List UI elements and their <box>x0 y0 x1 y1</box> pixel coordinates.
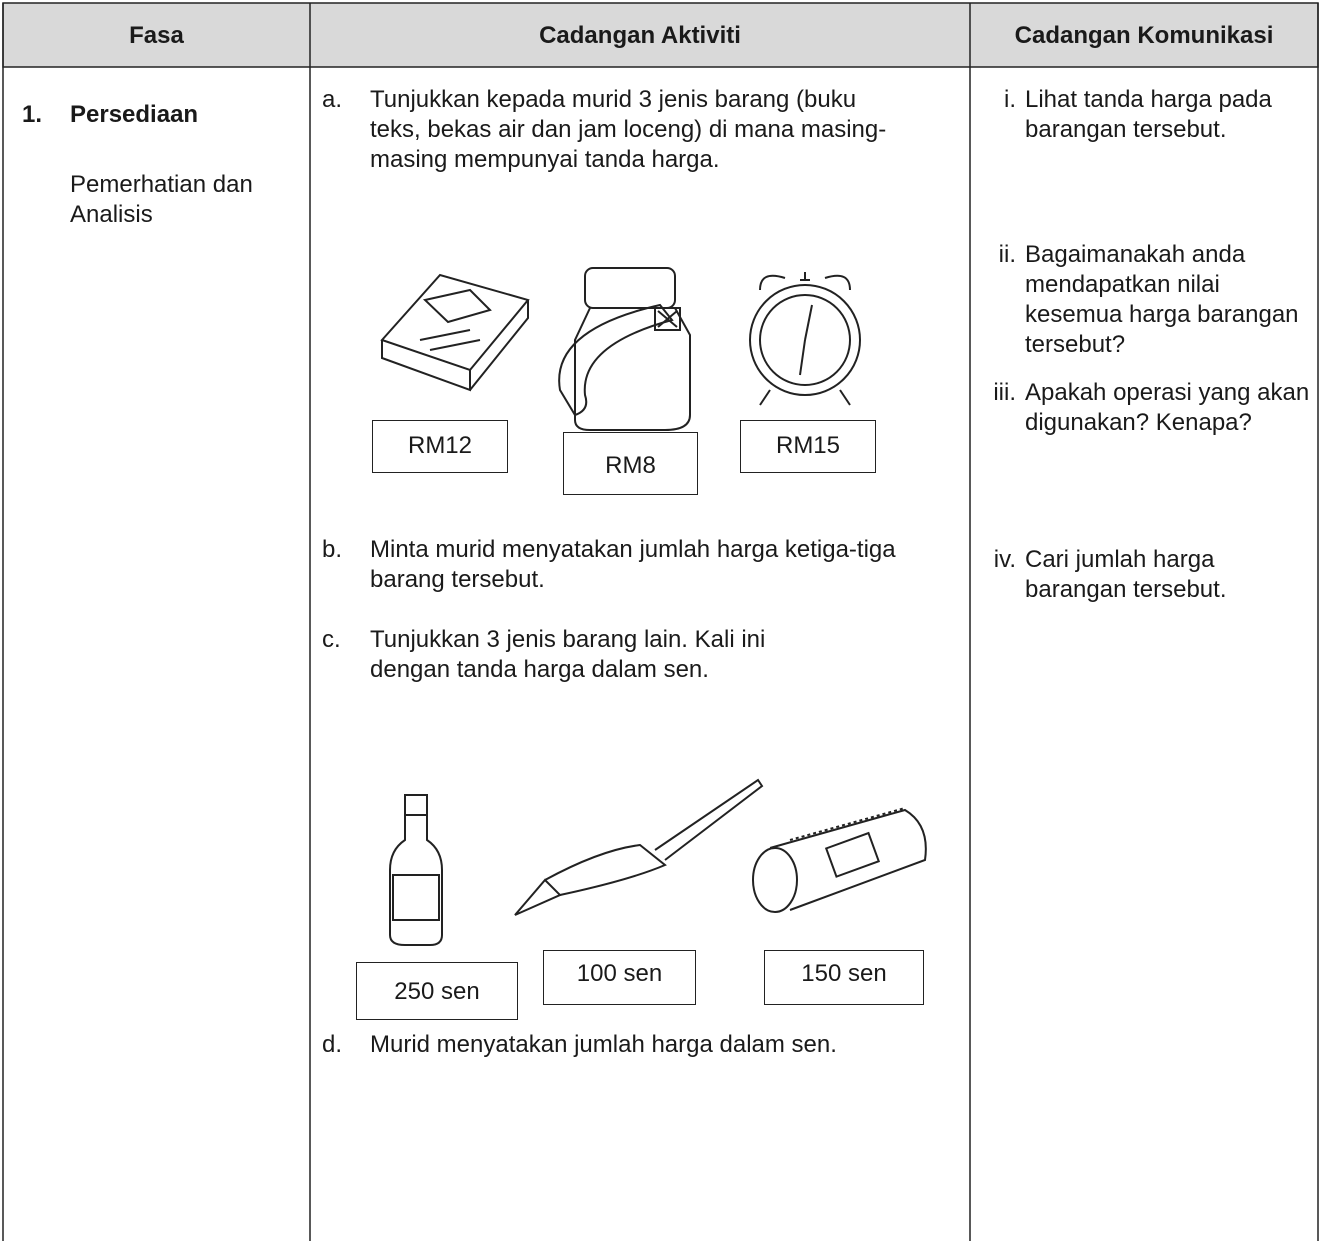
price-tag: RM15 <box>740 420 876 473</box>
communication-text: Lihat tanda harga pada barangan tersebut… <box>1025 86 1272 143</box>
small-bottle-icon <box>389 794 443 946</box>
phase-title: Persediaan <box>70 101 199 128</box>
communication-text: Apakah operasi yang akan digunakan? Kena… <box>1025 379 1310 436</box>
activity-marker: d. <box>322 1031 343 1058</box>
activity-marker: b. <box>322 536 343 563</box>
communication-marker: i. <box>1004 86 1016 113</box>
activity-text: Tunjukkan kepada murid 3 jenis barang (b… <box>370 86 887 173</box>
activity-text: Tunjukkan 3 jenis barang lain. Kali ini … <box>370 626 766 683</box>
column-header: Cadangan Aktiviti <box>539 22 741 49</box>
communication-marker: iv. <box>993 546 1016 573</box>
activity-marker: c. <box>322 626 341 653</box>
column-header: Cadangan Komunikasi <box>1014 22 1274 49</box>
price-tag: 150 sen <box>764 950 924 1005</box>
activity-text: Murid menyatakan jumlah harga dalam sen. <box>370 1031 837 1058</box>
book-icon <box>380 273 530 392</box>
phase-subtitle: Pemerhatian dan Analisis <box>70 171 253 228</box>
activity-text: Minta murid menyatakan jumlah harga keti… <box>370 536 896 593</box>
communication-text: Cari jumlah harga barangan tersebut. <box>1025 546 1227 603</box>
price-tag: 100 sen <box>543 950 696 1005</box>
price-tag: 250 sen <box>356 962 518 1020</box>
activity-marker: a. <box>322 86 343 113</box>
pen-icon <box>514 778 764 916</box>
communication-marker: ii. <box>998 241 1016 268</box>
bottle-icon <box>558 267 691 431</box>
clock-icon <box>749 272 861 406</box>
phase-number: 1. <box>22 101 43 128</box>
price-tag: RM12 <box>372 420 508 473</box>
communication-marker: iii. <box>993 379 1016 406</box>
communication-text: Bagaimanakah anda mendapatkan nilai kese… <box>1025 241 1299 358</box>
pencil-case-icon <box>752 807 927 913</box>
price-tag: RM8 <box>563 432 698 495</box>
column-header: Fasa <box>129 22 184 49</box>
